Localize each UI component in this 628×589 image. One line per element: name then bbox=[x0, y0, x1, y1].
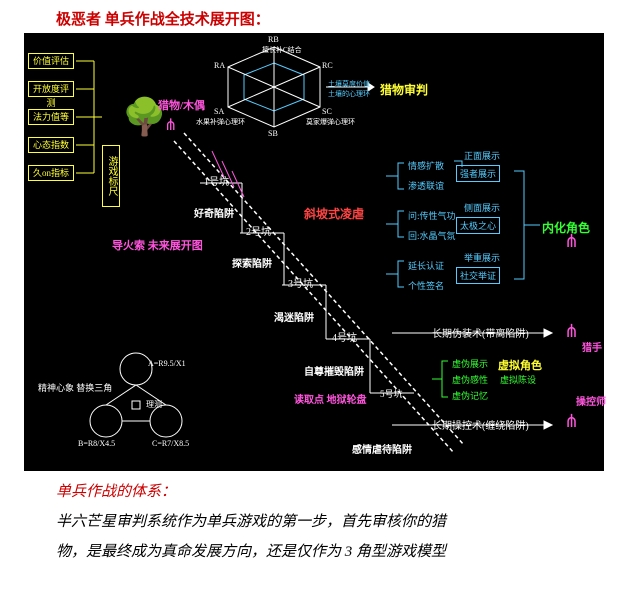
radar-sub: 水果补弹心理环 bbox=[196, 117, 245, 127]
radar-sub: 土壤莫席价值 bbox=[328, 79, 370, 89]
triangle-v: B=R8/X4.5 bbox=[78, 439, 115, 448]
radar-axis: SB bbox=[268, 129, 278, 138]
br-line: 长期操控术(缠绕陷阱) bbox=[432, 417, 529, 432]
pit-label: 4号坑 bbox=[332, 329, 357, 344]
stick-figure-icon: ⋔ bbox=[164, 115, 177, 135]
radar-axis: SA bbox=[214, 107, 224, 116]
rt-item: 个性签名 bbox=[408, 279, 444, 292]
prey-label: 猎物/木偶 bbox=[158, 97, 205, 113]
hunter-label: 猎手 bbox=[582, 339, 602, 354]
radar-sub: 莫家爆弹心理环 bbox=[306, 117, 355, 127]
radar-axis: RB bbox=[268, 35, 279, 44]
radar-sub: 土壤的心理环 bbox=[328, 89, 370, 99]
rt-item: 情感扩散 bbox=[408, 159, 444, 172]
judge-label: 猎物审判 bbox=[380, 81, 428, 98]
pit-label: 3号坑 bbox=[288, 275, 313, 290]
rt-head: 侧面展示 bbox=[464, 201, 500, 214]
br-line: 长期伪装术(带离陷阱) bbox=[432, 325, 529, 340]
br-left: 虚伪展示 bbox=[452, 357, 488, 370]
ruler-box: 开放度评测 bbox=[28, 81, 74, 97]
radar-sub: 擅长补C结合 bbox=[262, 45, 302, 55]
footer-header: 单兵作战的体系： bbox=[56, 477, 572, 507]
rt-item: 延长认证 bbox=[408, 259, 444, 272]
footer-line: 半六芒星审判系统作为单兵游戏的第一步，首先审核你的猎 bbox=[56, 507, 572, 537]
trap-label: 渴迷陷阱 bbox=[274, 309, 314, 324]
trap-label: 自尊摧毁陷阱 bbox=[304, 363, 364, 378]
trap-label: 探索陷阱 bbox=[232, 255, 272, 270]
controller-label: 操控师 bbox=[576, 393, 606, 408]
br-sub: 虚拟陈设 bbox=[500, 373, 536, 386]
rt-box: 社交举证 bbox=[456, 267, 500, 284]
radar-axis: SC bbox=[322, 107, 332, 116]
triangle-v: A=R9.5/X1 bbox=[148, 359, 186, 368]
triangle-v: C=R7/X8.5 bbox=[152, 439, 189, 448]
stick-figure-icon: ⋔ bbox=[564, 321, 579, 342]
rt-item: 问:传性气功 bbox=[408, 209, 456, 222]
ruler-box: 心态指数 bbox=[28, 137, 74, 153]
slope-title: 斜坡式凌虐 bbox=[304, 205, 364, 222]
stick-figure-icon: ⋔ bbox=[564, 411, 579, 432]
pit-label: 2号坑 bbox=[246, 223, 271, 238]
br-left: 虚伪记忆 bbox=[452, 389, 488, 402]
br-box: 虚拟角色 bbox=[498, 357, 542, 373]
rt-item: 渗透联谊 bbox=[408, 179, 444, 192]
triangle-center: 理测 bbox=[146, 399, 162, 410]
triangle-title: 精神心象 替换三角 bbox=[38, 381, 112, 394]
pit-label: 5号坑 bbox=[380, 387, 403, 400]
page-title: 极恶者 单兵作战全技术展开图： bbox=[0, 0, 628, 33]
fuse-label: 导火索 未来展开图 bbox=[112, 237, 203, 253]
rt-head: 正面展示 bbox=[464, 149, 500, 162]
trap-label: 感情虐待陷阱 bbox=[352, 441, 412, 456]
ruler-box: 价值评估 bbox=[28, 53, 74, 69]
footer-text: 单兵作战的体系： 半六芒星审判系统作为单兵游戏的第一步，首先审核你的猎 物，是最… bbox=[0, 471, 628, 567]
br-left: 虚伪感性 bbox=[452, 373, 488, 386]
pit-label: 1号坑 bbox=[204, 173, 229, 188]
rt-box: 强者展示 bbox=[456, 165, 500, 182]
footer-line: 物，是最终成为真命发展方向，还是仅作为 3 角型游戏模型 bbox=[56, 537, 572, 567]
diagram-canvas: 价值评估 开放度评测 法力值等 心态指数 久on指标 游戏标尺 🌳 ⋔ 猎物/木… bbox=[24, 33, 604, 471]
trap-label: 好奇陷阱 bbox=[194, 205, 234, 220]
reset-label: 读取点 地狱轮盘 bbox=[294, 391, 367, 406]
rt-item: 回:水晶气氛 bbox=[408, 229, 456, 242]
rt-box: 太极之心 bbox=[456, 217, 500, 234]
radar-axis: RC bbox=[322, 61, 333, 70]
stick-figure-icon: ⋔ bbox=[564, 231, 579, 252]
ruler-vertical: 游戏标尺 bbox=[102, 145, 120, 207]
ruler-box: 法力值等 bbox=[28, 109, 74, 125]
ruler-box: 久on指标 bbox=[28, 165, 74, 181]
rt-head: 举重展示 bbox=[464, 251, 500, 264]
radar-axis: RA bbox=[214, 61, 225, 70]
